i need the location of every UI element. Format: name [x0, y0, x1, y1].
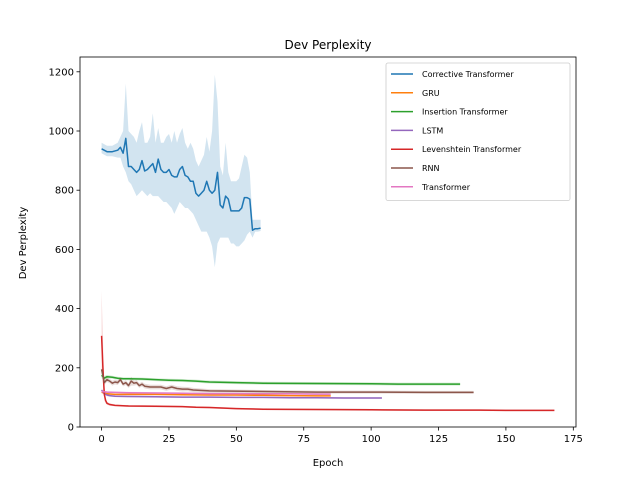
x-tick-label-6: 150 [496, 434, 515, 445]
x-axis-label: Epoch [313, 458, 344, 469]
series-band-5 [101, 367, 474, 394]
legend-label-5: RNN [422, 164, 440, 173]
x-axis-ticks: 0 25 50 75 100 125 150 175 [98, 427, 583, 445]
y-tick-label-5: 1000 [49, 127, 74, 138]
series-line-3 [100, 389, 382, 399]
x-tick-label-2: 50 [230, 434, 243, 445]
series-lines [100, 137, 555, 412]
chart-title: Dev Perplexity [284, 38, 371, 52]
plot-frame [79, 56, 577, 428]
x-tick-label-3: 75 [297, 434, 310, 445]
y-axis-label: Dev Perplexity [18, 207, 29, 280]
series-line-0 [101, 137, 261, 231]
x-tick-label-4: 100 [362, 434, 381, 445]
x-tick-label-5: 125 [429, 434, 448, 445]
series-line-6 [101, 390, 331, 395]
y-tick-label-1: 200 [55, 363, 74, 374]
series-line-4 [100, 335, 555, 412]
series-line-5 [100, 369, 474, 394]
x-tick-label-7: 175 [564, 434, 583, 445]
legend-label-1: GRU [422, 89, 440, 98]
legend-label-2: Insertion Transformer [422, 108, 508, 117]
series-band-2 [101, 372, 461, 386]
y-tick-label-3: 600 [55, 245, 74, 256]
y-axis-ticks: 0 200 400 600 800 1000 1200 [49, 67, 80, 434]
legend-box [385, 62, 571, 202]
series-line-1 [101, 391, 331, 397]
y-tick-label-0: 0 [68, 423, 74, 434]
legend-label-4: Levenshtein Transformer [422, 145, 522, 154]
legend: Corrective Transformer GRU Insertion Trans… [385, 62, 571, 202]
legend-label-3: LSTM [422, 126, 443, 135]
legend-label-0: Corrective Transformer [422, 70, 514, 79]
legend-label-6: Transformer [421, 183, 471, 192]
y-tick-label-4: 800 [55, 186, 74, 197]
series-band-0 [101, 74, 261, 268]
x-tick-label-0: 0 [98, 434, 104, 445]
y-tick-label-2: 400 [55, 304, 74, 315]
y-tick-label-6: 1200 [49, 67, 74, 78]
x-tick-label-1: 25 [163, 434, 176, 445]
series-line-2 [101, 374, 461, 385]
